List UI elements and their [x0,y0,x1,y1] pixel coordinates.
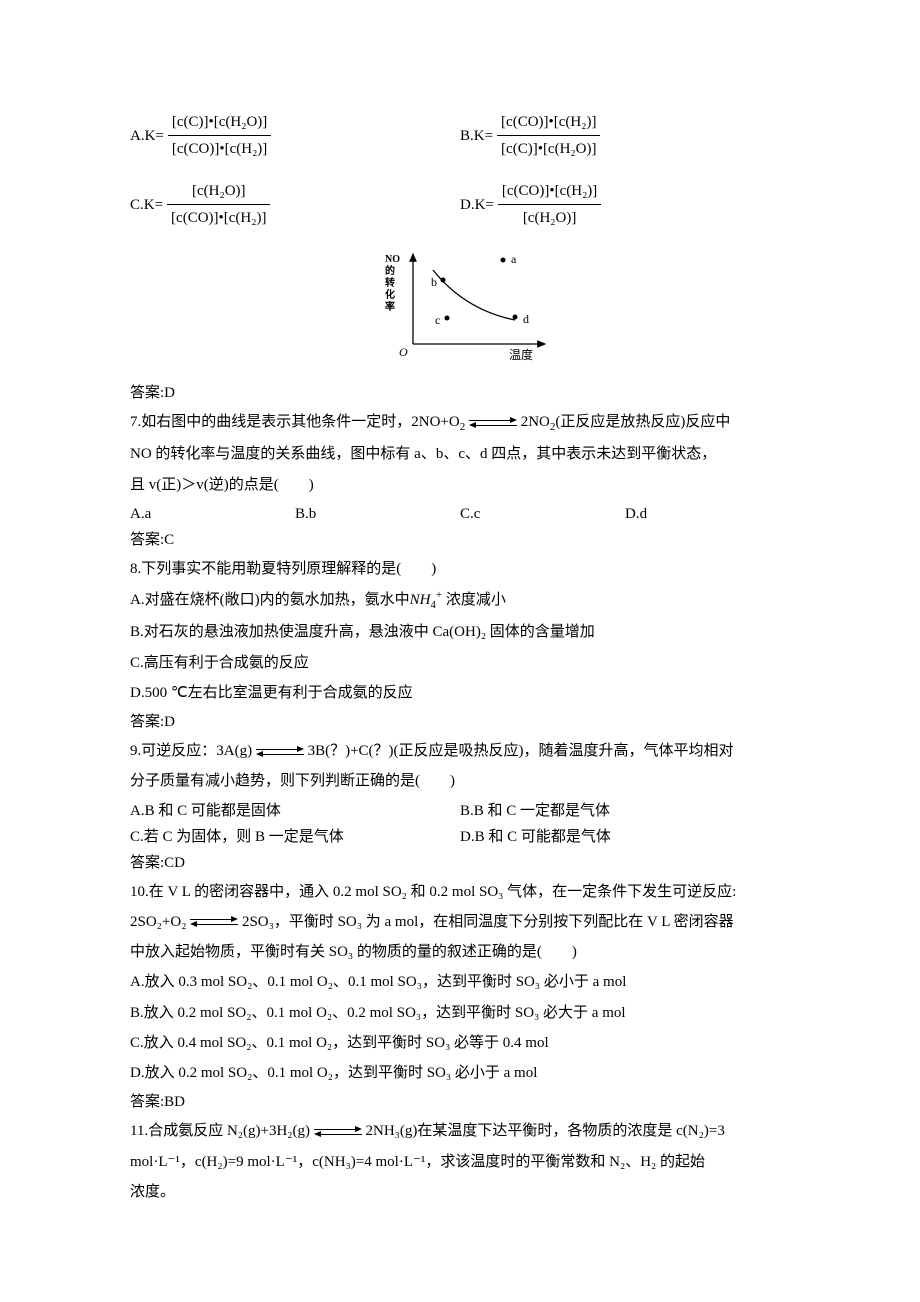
q9-optA: A.B 和 C 可能都是固体 [130,799,460,823]
den-A: [c(CO)]•[c(H₂)] [168,136,271,161]
fraction-D: [c(CO)]•[c(H₂)] [c(H₂O)] [498,179,601,230]
q9-text-b: 3B(？)+C(？)(正反应是吸热反应)，随着温度升高，气体平均相对 [308,743,734,759]
q9-optB: B.B 和 C 一定都是气体 [460,799,790,823]
q6-answer: 答案:D [130,381,790,405]
equation-C: C.K= [c(H₂O)] [c(CO)]•[c(H₂)] [130,179,460,230]
q7-text-c: (正反应是放热反应)反应中 [555,414,730,430]
svg-text:d: d [523,312,529,326]
q8-answer: 答案:D [130,710,790,734]
q9-opts-row1: A.B 和 C 可能都是固体 B.B 和 C 一定都是气体 [130,799,790,823]
q11-line1: 11.合成氨反应 N₂(g)+3H₂(g) 2NH₃(g)在某温度下达平衡时，各… [130,1118,790,1144]
q9-optD: D.B 和 C 可能都是气体 [460,825,790,849]
svg-text:a: a [511,252,517,266]
q11-text-b: 2NH₃(g)在某温度下达平衡时，各物质的浓度是 c(N₂)=3 [366,1123,725,1139]
fraction-A: [c(C)]•[c(H₂O)] [c(CO)]•[c(H₂)] [168,110,271,161]
q10-optA: A.放入 0.3 mol SO₂、0.1 mol O₂、0.1 mol SO₃，… [130,969,790,995]
den-C: [c(CO)]•[c(H₂)] [167,205,270,230]
svg-text:温度: 温度 [509,347,533,362]
num-A: [c(C)]•[c(H₂O)] [168,110,271,136]
equilibrium-arrow-icon [190,917,238,927]
den-B: [c(C)]•[c(H₂O)] [497,136,600,161]
q9-opts-row2: C.若 C 为固体，则 B 一定是气体 D.B 和 C 可能都是气体 [130,825,790,849]
q9-optC: C.若 C 为固体，则 B 一定是气体 [130,825,460,849]
q8-optB: B.对石灰的悬浊液加热使温度升高，悬浊液中 Ca(OH)₂ 固体的含量增加 [130,619,790,645]
q10-answer: 答案:BD [130,1090,790,1114]
q7-text-a: 7.如右图中的曲线是表示其他条件一定时，2NO+O [130,414,460,430]
eq-label-A: A.K= [130,124,164,148]
svg-text:O: O [399,345,408,359]
q7-options: A.a B.b C.c D.d [130,502,790,526]
q7-answer: 答案:C [130,528,790,552]
q10-optB: B.放入 0.2 mol SO₂、0.1 mol O₂、0.2 mol SO₃，… [130,1000,790,1026]
q7-optA: A.a [130,502,295,526]
q8-optA-b: 浓度减小 [442,592,506,608]
q11-line3: 浓度。 [130,1179,790,1205]
q8-optA-a: A.对盛在烧杯(敞口)内的氨水加热，氨水中 [130,592,410,608]
den-D: [c(H₂O)] [498,205,601,230]
equation-B: B.K= [c(CO)]•[c(H₂)] [c(C)]•[c(H₂O)] [460,110,790,161]
q11-text-a: 11.合成氨反应 N₂(g)+3H₂(g) [130,1123,314,1139]
q10-line3: 中放入起始物质，平衡时有关 SO₃ 的物质的量的叙述正确的是( ) [130,939,790,965]
svg-text:b: b [431,275,437,289]
num-B: [c(CO)]•[c(H₂)] [497,110,600,136]
eq-label-B: B.K= [460,124,493,148]
eq-label-C: C.K= [130,193,163,217]
q8-stem: 8.下列事实不能用勒夏特列原理解释的是( ) [130,556,790,582]
chart-container: NO的转化率温度 Oa b c d [130,248,790,371]
q10-line1: 10.在 V L 的密闭容器中，通入 0.2 mol SO₂ 和 0.2 mol… [130,879,790,905]
equation-row-1: A.K= [c(C)]•[c(H₂O)] [c(CO)]•[c(H₂)] B.K… [130,110,790,161]
q11-line2: mol·L⁻¹，c(H₂)=9 mol·L⁻¹，c(NH₃)=4 mol·L⁻¹… [130,1149,790,1175]
num-C: [c(H₂O)] [167,179,270,205]
eq-label-D: D.K= [460,193,494,217]
q10-text-a: 2SO₂+O₂ [130,914,186,930]
q9-answer: 答案:CD [130,851,790,875]
svg-text:转: 转 [385,276,395,289]
q9-line2: 分子质量有减小趋势，则下列判断正确的是( ) [130,768,790,794]
q7-line2: NO 的转化率与温度的关系曲线，图中标有 a、b、c、d 四点，其中表示未达到平… [130,441,790,467]
equation-row-2: C.K= [c(H₂O)] [c(CO)]•[c(H₂)] D.K= [c(CO… [130,179,790,230]
equilibrium-arrow-icon [256,747,304,757]
q8-optD: D.500 ℃左右比室温更有利于合成氨的反应 [130,680,790,706]
q8-optA: A.对盛在烧杯(敞口)内的氨水加热，氨水中NH4+ 浓度减小 [130,586,790,615]
svg-text:率: 率 [385,300,395,313]
svg-text:NO: NO [385,254,400,265]
svg-text:的: 的 [385,264,395,277]
q10-line2: 2SO₂+O₂ 2SO₃，平衡时 SO₃ 为 a mol，在相同温度下分别按下列… [130,909,790,935]
q10-text-b: 2SO₃，平衡时 SO₃ 为 a mol，在相同温度下分别按下列配比在 V L … [242,914,734,930]
fraction-C: [c(H₂O)] [c(CO)]•[c(H₂)] [167,179,270,230]
q9-text-a: 9.可逆反应：3A(g) [130,743,252,759]
equilibrium-arrow-icon [314,1127,362,1137]
num-D: [c(CO)]•[c(H₂)] [498,179,601,205]
document-page: A.K= [c(C)]•[c(H₂O)] [c(CO)]•[c(H₂)] B.K… [0,0,920,1302]
fraction-B: [c(CO)]•[c(H₂)] [c(C)]•[c(H₂O)] [497,110,600,161]
q9-line1: 9.可逆反应：3A(g) 3B(？)+C(？)(正反应是吸热反应)，随着温度升高… [130,738,790,764]
q7-line3: 且 v(正)＞v(逆)的点是( ) [130,472,790,498]
svg-text:c: c [435,313,440,327]
equation-A: A.K= [c(C)]•[c(H₂O)] [c(CO)]•[c(H₂)] [130,110,460,161]
q7-optC: C.c [460,502,625,526]
q7-optD: D.d [625,502,790,526]
q10-optC: C.放入 0.4 mol SO₂、0.1 mol O₂，达到平衡时 SO₃ 必等… [130,1030,790,1056]
q8-optC: C.高压有利于合成氨的反应 [130,650,790,676]
equation-D: D.K= [c(CO)]•[c(H₂)] [c(H₂O)] [460,179,790,230]
conversion-rate-chart: NO的转化率温度 Oa b c d [365,248,555,363]
q7-text-b: 2NO [521,414,550,430]
q10-optD: D.放入 0.2 mol SO₂、0.1 mol O₂，达到平衡时 SO₃ 必小… [130,1060,790,1086]
svg-text:化: 化 [385,288,395,301]
q7-optB: B.b [295,502,460,526]
q7-line1: 7.如右图中的曲线是表示其他条件一定时，2NO+O2 2NO2(正反应是放热反应… [130,409,790,437]
equilibrium-arrow-icon [469,418,517,428]
